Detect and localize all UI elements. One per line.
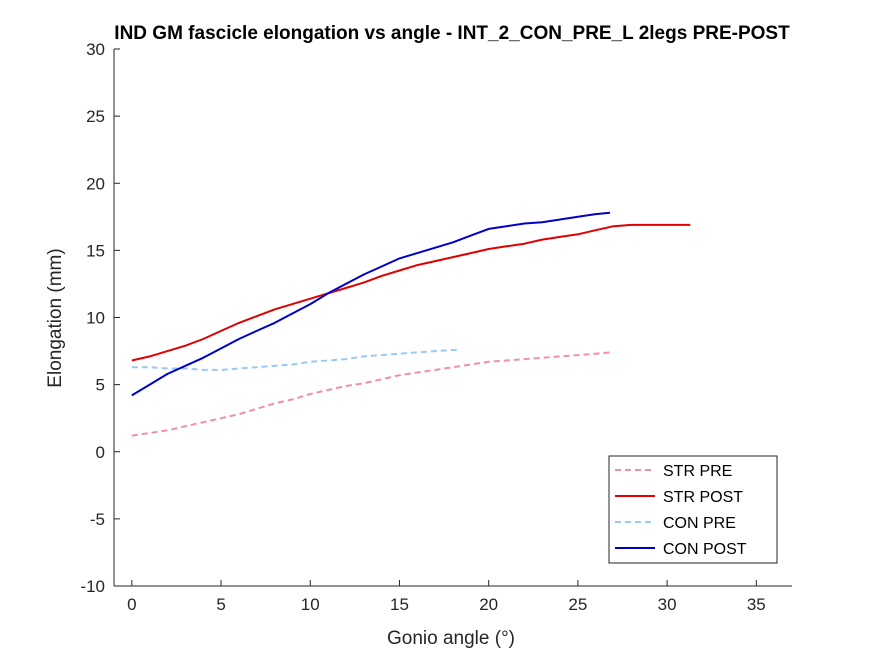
x-tick-label: 25	[568, 595, 587, 614]
series-line-con-pre	[131, 348, 459, 371]
legend-label: CON PRE	[663, 515, 736, 532]
x-axis-title: Gonio angle (°)	[387, 628, 515, 649]
y-tick-label: 5	[96, 376, 105, 395]
x-tick-label: 20	[479, 595, 498, 614]
y-tick-label: 10	[86, 309, 105, 328]
y-tick-label: 30	[86, 40, 105, 59]
legend-label: CON POST	[663, 541, 747, 558]
y-tick-label: 20	[86, 174, 105, 193]
y-axis-title: Elongation (mm)	[45, 248, 66, 387]
x-tick-label: 10	[301, 595, 320, 614]
x-tick-label: 35	[747, 595, 766, 614]
legend-label: STR PRE	[663, 463, 732, 480]
series-line-str-pre	[131, 351, 611, 437]
series-line-str-post	[131, 223, 691, 362]
plot-area: 0 5 10 15 20 25 30 35 -10 -5 0 5 10 15 20 25 30	[80, 40, 792, 614]
chart-title: IND GM fascicle elongation vs angle - IN…	[114, 23, 790, 44]
x-tick-label: 15	[390, 595, 409, 614]
y-tick-label: -10	[80, 577, 105, 596]
legend: STR PRE STR POST CON PRE CON POST	[608, 455, 778, 564]
x-tick-label: 5	[216, 595, 225, 614]
y-tick-label: 15	[86, 241, 105, 260]
y-tick-label: 0	[96, 443, 105, 462]
y-tick-label: 25	[86, 107, 105, 126]
legend-box	[608, 455, 778, 564]
series-line-con-post	[131, 211, 611, 397]
series-layer	[131, 211, 691, 437]
legend-label: STR POST	[663, 489, 743, 506]
y-tick-label: -5	[90, 510, 105, 529]
x-tick-label: 30	[658, 595, 677, 614]
x-tick-label: 0	[127, 595, 136, 614]
